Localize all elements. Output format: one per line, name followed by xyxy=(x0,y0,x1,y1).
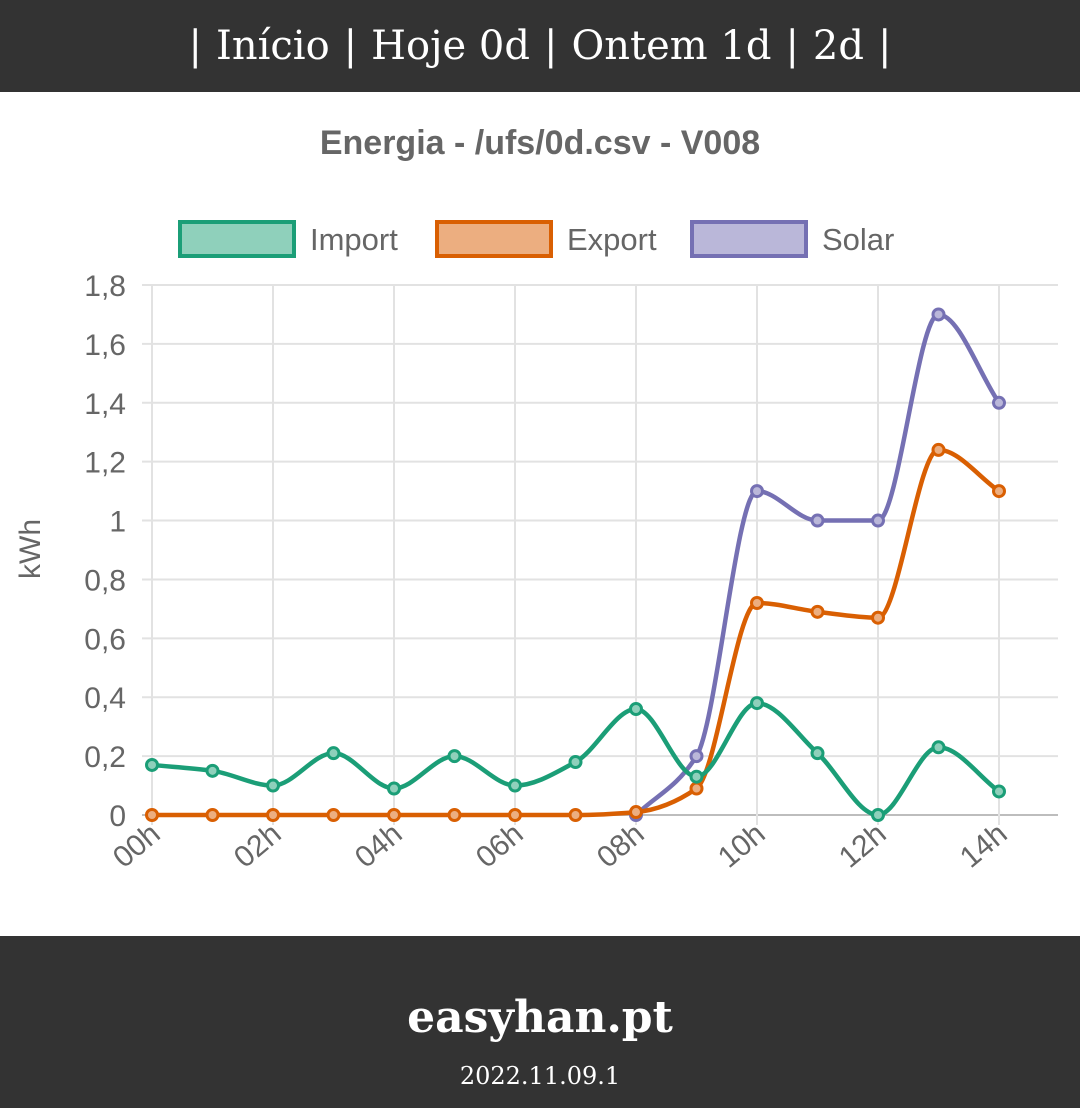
data-point-export xyxy=(931,442,946,457)
legend-swatch xyxy=(690,220,808,258)
data-point-export xyxy=(750,596,764,610)
data-point-import xyxy=(750,696,764,711)
series-line-solar xyxy=(634,312,1001,817)
data-point-export xyxy=(508,808,522,822)
data-point-solar xyxy=(931,307,946,322)
y-tick-label: 1 xyxy=(109,506,126,539)
nav-link-2d[interactable]: 2d xyxy=(812,23,864,69)
y-tick-label: 0,8 xyxy=(84,564,126,597)
y-axis-ticks: 0 0,2 0,4 0,6 0,8 1 1,2 1,4 1,6 1,8 xyxy=(84,270,126,833)
energy-line-chart: Energia - /ufs/0d.csv - V008 kWh 0 0,2 0,4… xyxy=(14,124,1058,875)
data-point-solar xyxy=(689,749,704,764)
data-point-export xyxy=(689,781,704,796)
chart-legend: Import Export Solar xyxy=(178,220,894,258)
data-point-import xyxy=(266,778,280,793)
data-point-export xyxy=(266,808,280,822)
data-point-import xyxy=(931,740,946,755)
y-tick-label: 1,6 xyxy=(84,329,126,362)
y-tick-label: 1,2 xyxy=(84,447,126,480)
data-point-export xyxy=(447,808,462,822)
data-point-import xyxy=(629,702,643,716)
legend-swatch xyxy=(178,220,296,258)
data-point-import xyxy=(568,755,583,769)
y-tick-label: 0,2 xyxy=(84,741,126,774)
data-point-export xyxy=(992,484,1006,499)
y-tick-label: 1,4 xyxy=(84,388,126,421)
data-point-export xyxy=(629,805,643,820)
data-point-export xyxy=(387,808,401,822)
data-point-import xyxy=(145,757,159,772)
legend-item-solar: Solar xyxy=(690,220,894,258)
footer-brand[interactable]: easyhan.pt xyxy=(407,992,673,1043)
data-point-export xyxy=(205,808,220,822)
x-tick-label: 12h xyxy=(833,817,893,874)
data-point-solar xyxy=(810,513,825,528)
nav-separator: | xyxy=(877,23,892,69)
legend-label: Export xyxy=(567,222,657,257)
data-point-import xyxy=(871,808,885,822)
nav-link-ontem[interactable]: Ontem 1d xyxy=(571,23,772,69)
x-tick-label: 02h xyxy=(228,817,288,874)
series-import xyxy=(145,696,1006,822)
chart-series xyxy=(145,307,1006,822)
nav-separator: | xyxy=(785,23,799,69)
data-point-import xyxy=(205,763,220,778)
x-tick-label: 08h xyxy=(591,817,651,874)
top-nav-bar: | Início | Hoje 0d | Ontem 1d | 2d | xyxy=(0,0,1080,92)
series-line-import xyxy=(151,700,1001,818)
footer: easyhan.pt 2022.11.09.1 xyxy=(0,936,1080,1108)
x-tick-label: 14h xyxy=(954,817,1014,874)
data-point-import xyxy=(387,781,401,796)
data-point-export xyxy=(568,808,583,822)
series-solar xyxy=(629,307,1006,822)
nav-link-hoje[interactable]: Hoje 0d xyxy=(371,23,530,69)
data-point-import xyxy=(326,746,341,761)
nav-separator: | xyxy=(543,23,558,69)
y-axis-label: kWh xyxy=(14,519,47,579)
data-point-export xyxy=(871,610,885,625)
x-tick-label: 10h xyxy=(712,817,772,874)
data-point-export xyxy=(326,808,341,822)
x-tick-label: 06h xyxy=(470,817,530,874)
data-point-solar xyxy=(871,513,885,528)
y-tick-label: 0 xyxy=(109,800,126,833)
legend-item-export: Export xyxy=(435,220,657,258)
nav-separator: | xyxy=(188,23,203,69)
y-tick-label: 1,8 xyxy=(84,270,126,303)
x-axis-ticks: 00h 02h 04h 06h 08h 10h 12h 14h xyxy=(107,817,1014,874)
nav-separator: | xyxy=(343,23,358,69)
data-point-solar xyxy=(992,395,1006,410)
data-point-import xyxy=(508,778,522,793)
y-tick-label: 0,6 xyxy=(84,623,126,656)
series-export xyxy=(145,442,1006,822)
data-point-import xyxy=(447,749,462,764)
data-point-solar xyxy=(750,484,764,499)
chart-grid xyxy=(142,284,1058,825)
legend-item-import: Import xyxy=(178,220,398,258)
data-point-import xyxy=(810,746,825,761)
chart-container: Energia - /ufs/0d.csv - V008 kWh 0 0,2 0,4… xyxy=(0,92,1080,936)
x-tick-label: 04h xyxy=(349,817,409,874)
legend-label: Import xyxy=(310,222,398,257)
nav-link-inicio[interactable]: Início xyxy=(216,23,330,69)
data-point-import xyxy=(689,769,704,784)
legend-label: Solar xyxy=(822,222,894,257)
data-point-export xyxy=(145,808,159,822)
y-tick-label: 0,4 xyxy=(84,682,126,715)
data-point-import xyxy=(992,784,1006,799)
legend-swatch xyxy=(435,220,553,258)
chart-title: Energia - /ufs/0d.csv - V008 xyxy=(320,124,760,162)
footer-version: 2022.11.09.1 xyxy=(459,1062,621,1090)
data-point-export xyxy=(810,604,825,619)
